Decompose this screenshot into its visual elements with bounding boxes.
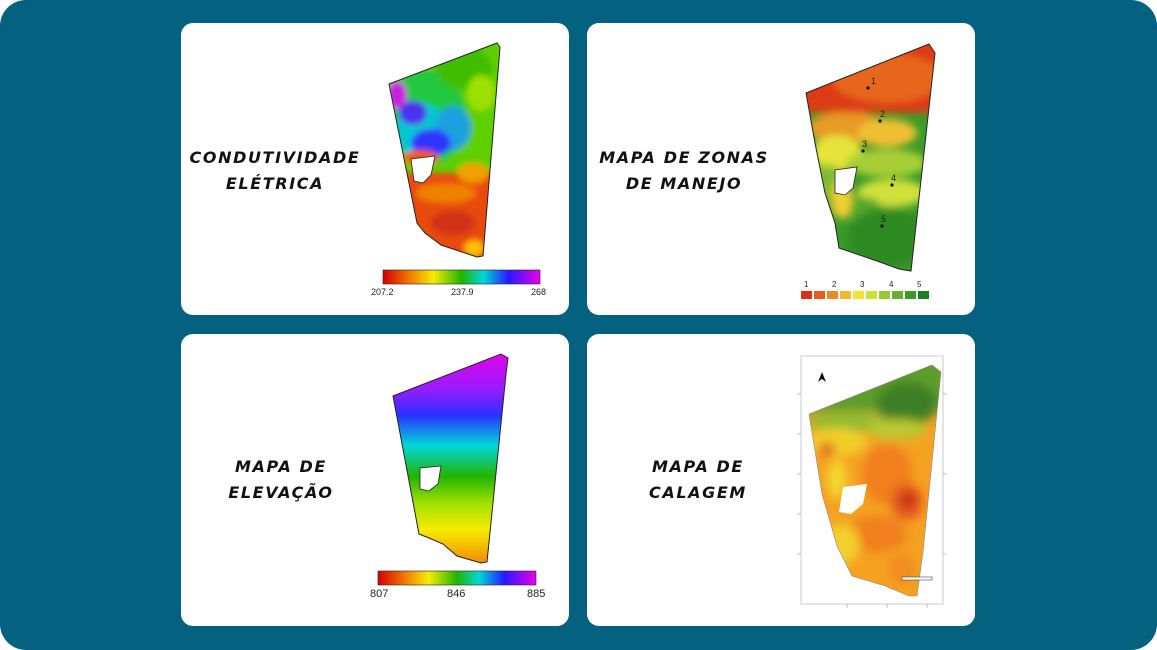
- scale-min-label: 207.2: [371, 287, 394, 297]
- zone-marker: [880, 224, 884, 228]
- legend-swatch: [814, 291, 825, 299]
- scale-max-label: 268: [531, 287, 547, 297]
- legend-swatch: [840, 291, 851, 299]
- field-hole: [410, 155, 436, 184]
- zone-marker: [861, 149, 865, 153]
- legend-tick-2: 2: [832, 280, 837, 289]
- legend-swatch: [892, 291, 903, 299]
- legend-swatch: [879, 291, 890, 299]
- scale-mid-label: 237.9: [451, 287, 474, 297]
- zone-marker: [866, 86, 870, 90]
- title-line-1: MAPA DE ZONAS: [599, 148, 769, 167]
- elevation-map: [377, 353, 537, 586]
- scale-bar: [901, 576, 933, 581]
- card-title: MAPA DE CALAGEM: [603, 454, 793, 506]
- scale-min-label: 807: [370, 588, 389, 600]
- title-line-1: CONDUTIVIDADE: [189, 148, 361, 167]
- zone-label-3: 3: [862, 139, 868, 149]
- title-line-2: ELÉTRICA: [225, 174, 325, 193]
- conductivity-map: [382, 42, 541, 285]
- zone-label-2: 2: [880, 109, 886, 119]
- legend-swatch: [853, 291, 864, 299]
- card-elevacao: MAPA DE ELEVAÇÃO: [181, 334, 569, 626]
- zone-label-1: 1: [871, 76, 877, 86]
- title-line-2: DE MANEJO: [625, 174, 743, 193]
- north-arrow-icon: [818, 372, 826, 382]
- zones-field: [806, 44, 935, 271]
- scale-max-label: 885: [527, 588, 546, 600]
- card-zonas-manejo: MAPA DE ZONAS DE MANEJO: [587, 23, 975, 315]
- title-line-2: CALAGEM: [649, 483, 747, 502]
- legend-swatch: [801, 291, 812, 299]
- legend-tick-4: 4: [889, 280, 894, 289]
- zone-marker: [890, 183, 894, 187]
- zone-label-4: 4: [891, 173, 897, 183]
- legend-swatch: [918, 291, 929, 299]
- legend-swatch: [866, 291, 877, 299]
- title-line-1: MAPA DE: [652, 457, 744, 476]
- elevation-colorbar: [377, 570, 537, 586]
- conductivity-colorbar: [382, 269, 541, 285]
- map-grid-ticks: [797, 393, 947, 608]
- card-calagem: MAPA DE CALAGEM: [587, 334, 975, 626]
- zone-label-5: 5: [881, 214, 887, 224]
- scale-mid-label: 846: [447, 588, 466, 600]
- card-title: MAPA DE ELEVAÇÃO: [186, 454, 376, 506]
- elevation-field: [393, 354, 508, 563]
- field-hole: [834, 166, 858, 196]
- title-line-1: MAPA DE: [235, 457, 327, 476]
- legend-swatch: [905, 291, 916, 299]
- field-hole: [419, 465, 442, 492]
- title-line-2: ELEVAÇÃO: [228, 483, 334, 502]
- legend-tick-3: 3: [860, 280, 865, 289]
- card-title: CONDUTIVIDADE ELÉTRICA: [181, 145, 370, 197]
- card-condutividade-eletrica: CONDUTIVIDADE ELÉTRICA: [181, 23, 569, 315]
- liming-map: [797, 355, 947, 608]
- legend-tick-1: 1: [804, 280, 809, 289]
- zone-marker: [878, 119, 882, 123]
- card-title: MAPA DE ZONAS DE MANEJO: [589, 145, 779, 197]
- zones-legend: [801, 291, 929, 299]
- legend-swatch: [827, 291, 838, 299]
- zone-markers: [861, 86, 894, 228]
- field-hole: [839, 484, 867, 514]
- zones-map: [801, 43, 936, 299]
- legend-tick-5: 5: [917, 280, 922, 289]
